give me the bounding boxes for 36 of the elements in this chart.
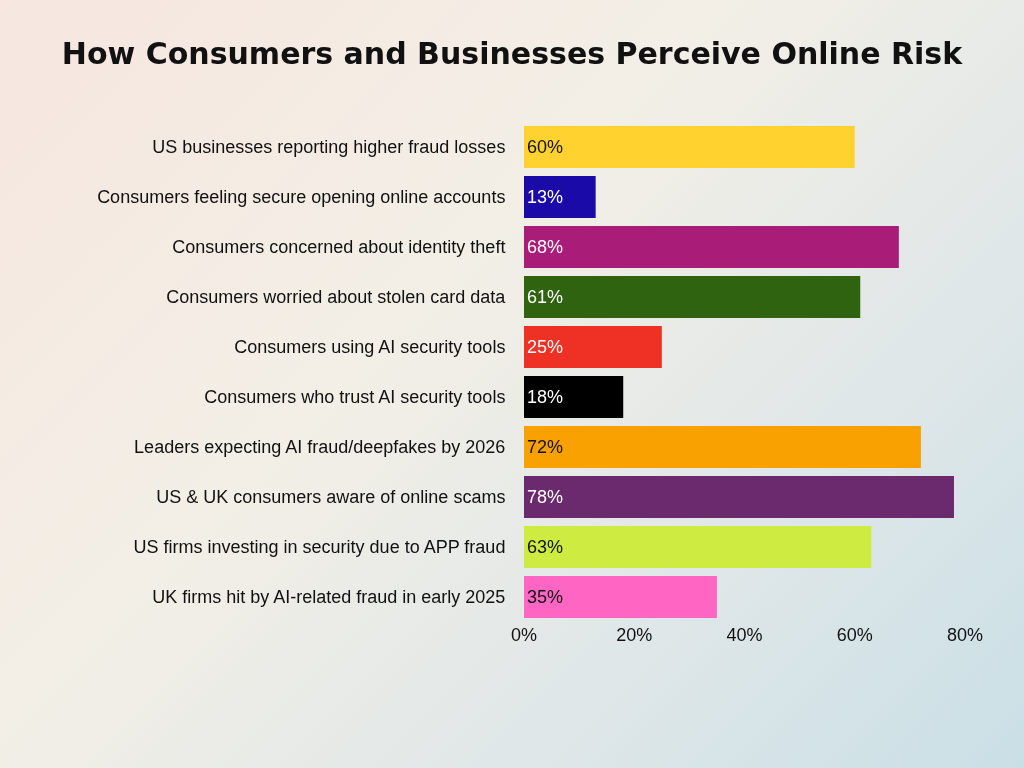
data-label: 68% [527,237,564,257]
y-tick-label: US businesses reporting higher fraud losses [152,137,506,158]
data-label: 60% [527,137,564,157]
y-tick-label: Consumers using AI security tools [234,337,506,358]
y-tick-label: Consumers who trust AI security tools [204,387,506,408]
data-label: 63% [527,537,564,557]
y-tick-label: US firms investing in security due to APP fraud [133,537,506,558]
y-tick-label: Leaders expecting AI fraud/deepfakes by 2026 [134,437,506,458]
bar [524,326,662,368]
y-tick-label: Consumers feeling secure opening online accounts [97,187,506,208]
x-tick-label: 20% [616,625,653,645]
data-label: 72% [527,437,564,457]
x-tick-label: 80% [946,625,984,645]
data-label: 18% [527,387,564,407]
bar [524,376,624,418]
data-label: 25% [527,337,564,357]
y-tick-label: UK firms hit by AI-related fraud in early 2025 [152,587,506,608]
data-label: 61% [527,287,564,307]
bar [524,226,899,268]
bar [524,526,872,568]
chart-title: How Consumers and Businesses Perceive Online Risk [61,36,964,72]
bar [524,176,596,218]
x-tick-label: 40% [726,625,763,645]
y-tick-label: Consumers worried about stolen card data [166,287,507,308]
bar [524,576,717,618]
data-label: 13% [527,187,564,207]
bar [524,276,861,318]
y-tick-label: US & UK consumers aware of online scams [156,487,506,508]
data-label: 78% [527,487,564,507]
x-tick-label: 0% [510,625,538,645]
data-label: 35% [527,587,564,607]
bar [524,476,954,518]
y-tick-label: Consumers concerned about identity theft [172,237,506,258]
bar [524,126,855,168]
bar [524,426,921,468]
x-tick-label: 60% [836,625,873,645]
